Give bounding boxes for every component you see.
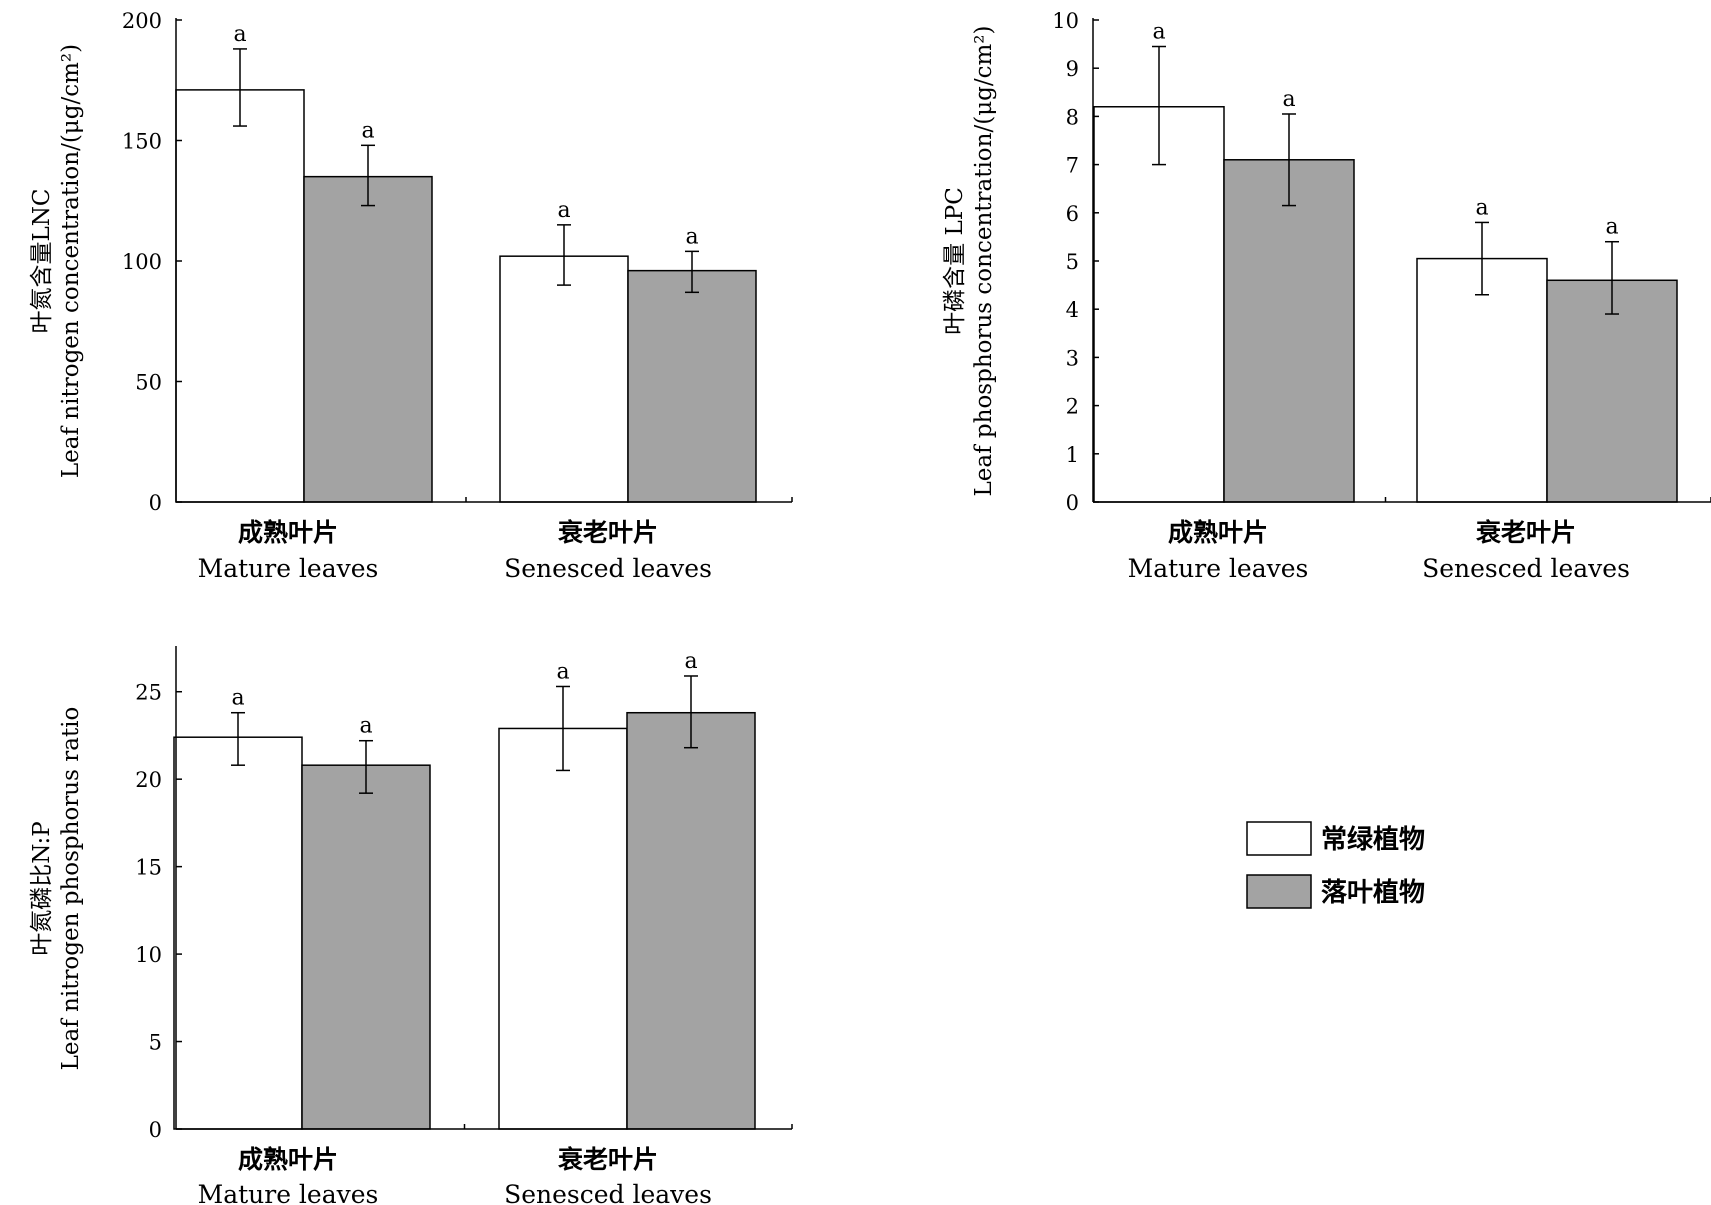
significance-label: a (557, 198, 570, 223)
y-tick-label: 10 (1052, 9, 1079, 33)
y-tick-label: 20 (135, 768, 162, 792)
y-tick-label: 2 (1066, 395, 1079, 419)
y-tick-label: 10 (135, 943, 162, 967)
significance-label: a (361, 118, 374, 143)
category-label-zh: 成熟叶片 (238, 1145, 338, 1174)
y-tick-label: 0 (149, 491, 162, 515)
significance-label: a (359, 714, 372, 739)
category-label-en: Mature leaves (198, 1180, 379, 1205)
bar (175, 89, 305, 503)
bar (626, 711, 756, 1130)
category-label-en: Senesced leaves (504, 554, 712, 583)
category-label-zh: 衰老叶片 (557, 1145, 658, 1174)
y-axis-title: 叶氮磷比N:P Leaf nitrogen phosphorus ratio (29, 707, 84, 1071)
y-tick-label: 25 (135, 681, 162, 705)
chart-panel-np-ratio: a a a a 0 5 10 15 20 25 成熟叶片 Mature leaves 衰老叶片 Senes… (29, 646, 793, 1205)
y-tick-label: 1 (1066, 443, 1079, 467)
bar (1546, 279, 1678, 503)
bar (1223, 159, 1355, 503)
bar (303, 175, 433, 503)
y-tick-label: 15 (135, 856, 162, 880)
y-tick-label: 50 (135, 371, 162, 395)
significance-label: a (1605, 215, 1618, 240)
y-axis-title-zh: 叶氮磷比N:P (29, 821, 55, 956)
y-axis-title-zh: 叶磷含量 LPC (942, 187, 968, 335)
y-tick-label: 4 (1066, 298, 1079, 322)
y-tick-label: 200 (122, 9, 162, 33)
significance-label: a (685, 224, 698, 249)
y-tick-label: 150 (122, 130, 162, 154)
bar (499, 255, 629, 503)
significance-label: a (684, 649, 697, 674)
y-axis-title-zh: 叶氮含量LNC (29, 189, 55, 334)
significance-label: a (556, 659, 569, 684)
bar (627, 269, 757, 503)
significance-label: a (1475, 195, 1488, 220)
legend: 常绿植物 落叶植物 (1246, 821, 1425, 909)
y-axis-title-en: Leaf nitrogen phosphorus ratio (58, 707, 84, 1071)
y-axis-title: 叶磷含量 LPC Leaf phosphorus concentration/(μ… (942, 26, 997, 497)
y-tick-label: 6 (1066, 202, 1079, 226)
category-label-en: Senesced leaves (1422, 554, 1630, 583)
y-tick-label: 5 (1066, 250, 1079, 274)
category-label-en: Senesced leaves (504, 1180, 712, 1205)
significance-label: a (233, 22, 246, 47)
y-axis-title-en: Leaf nitrogen concentration/(μg/cm²) (58, 44, 84, 478)
y-tick-label: 9 (1066, 57, 1079, 81)
significance-label: a (1152, 20, 1165, 45)
y-tick-label: 0 (1066, 491, 1079, 515)
category-label-zh: 成熟叶片 (238, 518, 338, 547)
y-axis-title-en: Leaf phosphorus concentration/(μg/cm²) (971, 26, 997, 497)
chart-panel-lpc: a a a a 0 1 2 3 4 5 6 7 8 9 10 成熟叶片 Mature leaves 衰老叶片 Sen… (942, 9, 1711, 583)
significance-label: a (1282, 87, 1295, 112)
y-axis-title: 叶氮含量LNC Leaf nitrogen concentration/(μg/c… (29, 44, 84, 478)
legend-label-evergreen: 常绿植物 (1321, 825, 1425, 855)
bar (173, 736, 303, 1130)
category-label-zh: 衰老叶片 (557, 518, 658, 547)
y-tick-label: 3 (1066, 346, 1079, 370)
bar (498, 727, 628, 1130)
y-tick-label: 100 (122, 250, 162, 274)
y-tick-label: 0 (149, 1118, 162, 1142)
y-tick-label: 5 (149, 1031, 162, 1055)
category-label-en: Mature leaves (1128, 554, 1309, 583)
significance-label: a (231, 686, 244, 711)
bar (1416, 257, 1548, 503)
category-label-zh: 成熟叶片 (1168, 518, 1268, 547)
bar (1093, 106, 1225, 503)
category-label-zh: 衰老叶片 (1475, 518, 1576, 547)
y-tick-label: 8 (1066, 105, 1079, 129)
y-tick-label: 7 (1066, 154, 1079, 178)
legend-label-deciduous: 落叶植物 (1321, 878, 1425, 908)
legend-swatch-deciduous (1246, 874, 1312, 909)
category-label-en: Mature leaves (198, 554, 379, 583)
chart-panel-lnc: a a a a 0 50 100 150 200 成熟叶片 Mature leaves 衰老叶片 Sen… (29, 9, 793, 583)
bar (301, 764, 431, 1130)
legend-swatch-evergreen (1246, 821, 1312, 856)
